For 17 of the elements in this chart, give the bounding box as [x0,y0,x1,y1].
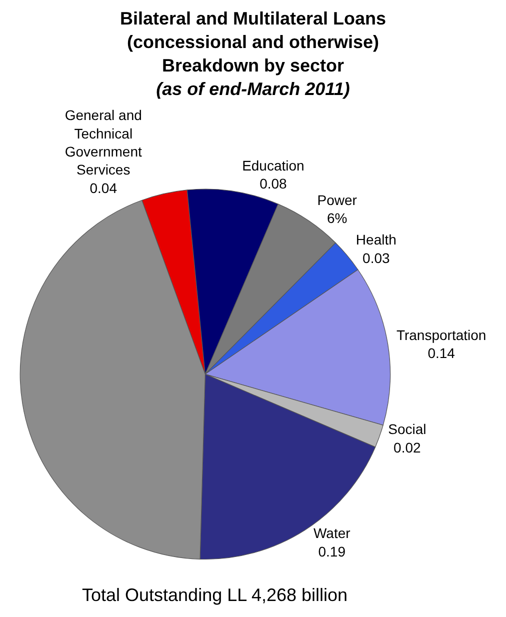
slice-label: Social [388,421,426,438]
slice-label: Water [313,525,351,542]
slice-label: General and Technical Government Services [64,107,142,178]
data-label: 0.04 [90,180,118,196]
slice-label: Transportation [396,327,486,344]
data-label: 6% [326,210,348,226]
data-label: 0.03 [362,250,390,266]
slice-label: Education [242,157,304,174]
slice-label: Power [317,192,358,208]
text: Total Outstanding LL 4,268 billion [82,585,348,605]
slice-label: Health [356,232,396,248]
data-label: 0.14 [428,345,456,362]
data-label: 0.08 [260,176,288,192]
chart-title: Bilateral and Multilateral Loans (concessional and otherwise) Breakdown by sector [120,8,386,76]
data-label: 0.19 [318,543,346,560]
chart-subtitle: (as of end-March 2011) [156,78,350,99]
data-label: 0.02 [394,439,422,456]
